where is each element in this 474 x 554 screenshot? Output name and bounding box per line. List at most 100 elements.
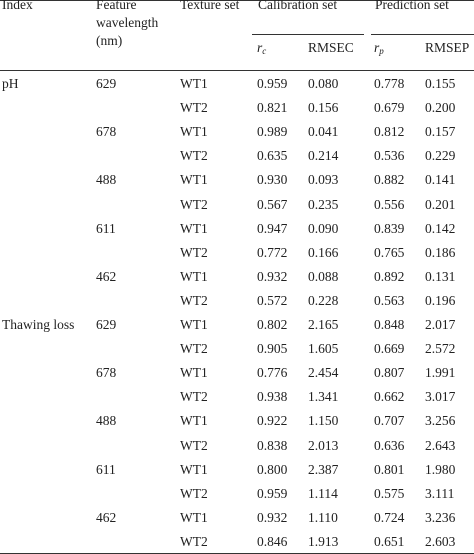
rmsep-cell: 0.201 bbox=[425, 197, 456, 212]
index-cell: pH bbox=[2, 76, 19, 91]
texture-set-cell: WT2 bbox=[180, 341, 208, 356]
rmsec-cell: 0.235 bbox=[308, 197, 339, 212]
rmsec-cell: 2.454 bbox=[308, 365, 339, 380]
rmsep-cell: 3.111 bbox=[425, 486, 455, 501]
rp-cell: 0.563 bbox=[374, 293, 405, 308]
rp-cell: 0.839 bbox=[374, 221, 405, 236]
rp-cell: 0.892 bbox=[374, 269, 405, 284]
wavelength-cell: 611 bbox=[96, 221, 116, 236]
wavelength-cell: 678 bbox=[96, 365, 117, 380]
rmsec-cell: 1.114 bbox=[308, 486, 338, 501]
rmsep-cell: 0.229 bbox=[425, 148, 456, 163]
rc-cell: 0.947 bbox=[257, 221, 288, 236]
rmsec-cell: 1.605 bbox=[308, 341, 339, 356]
rc-cell: 0.635 bbox=[257, 148, 288, 163]
rc-cell: 0.572 bbox=[257, 293, 288, 308]
rc-cell: 0.989 bbox=[257, 124, 288, 139]
header-rmsep: RMSEP bbox=[425, 40, 470, 55]
calibration-set-rule bbox=[252, 34, 364, 35]
rmsec-cell: 0.093 bbox=[308, 172, 339, 187]
texture-set-cell: WT1 bbox=[180, 510, 208, 525]
rc-cell: 0.821 bbox=[257, 100, 288, 115]
rc-cell: 0.905 bbox=[257, 341, 288, 356]
rp-cell: 0.807 bbox=[374, 365, 405, 380]
rp-cell: 0.724 bbox=[374, 510, 405, 525]
header-feature-wavelength-line3: (nm) bbox=[96, 33, 123, 48]
rmsec-cell: 0.041 bbox=[308, 124, 339, 139]
texture-set-cell: WT1 bbox=[180, 365, 208, 380]
rmsec-cell: 0.214 bbox=[308, 148, 339, 163]
texture-set-cell: WT2 bbox=[180, 197, 208, 212]
rp-cell: 0.575 bbox=[374, 486, 405, 501]
rmsep-cell: 3.017 bbox=[425, 389, 456, 404]
rmsep-cell: 0.155 bbox=[425, 76, 456, 91]
rp-cell: 0.679 bbox=[374, 100, 405, 115]
wavelength-cell: 488 bbox=[96, 413, 117, 428]
rmsep-cell: 0.131 bbox=[425, 269, 456, 284]
rmsec-cell: 1.341 bbox=[308, 389, 339, 404]
rc-cell: 0.959 bbox=[257, 486, 288, 501]
rc-cell: 0.802 bbox=[257, 317, 288, 332]
rmsep-cell: 2.572 bbox=[425, 341, 456, 356]
rmsep-cell: 1.991 bbox=[425, 365, 456, 380]
rc-cell: 0.776 bbox=[257, 365, 288, 380]
rp-cell: 0.801 bbox=[374, 462, 405, 477]
rp-cell: 0.636 bbox=[374, 438, 405, 453]
rmsec-cell: 1.110 bbox=[308, 510, 338, 525]
header-rc-base: r bbox=[257, 40, 263, 55]
rmsec-cell: 0.090 bbox=[308, 221, 339, 236]
wavelength-cell: 488 bbox=[96, 172, 117, 187]
rc-cell: 0.932 bbox=[257, 269, 288, 284]
rmsep-cell: 1.980 bbox=[425, 462, 456, 477]
rmsep-cell: 0.157 bbox=[425, 124, 456, 139]
rp-cell: 0.765 bbox=[374, 245, 405, 260]
rc-cell: 0.846 bbox=[257, 534, 288, 549]
rp-cell: 0.669 bbox=[374, 341, 405, 356]
wavelength-cell: 629 bbox=[96, 317, 117, 332]
rmsec-cell: 0.156 bbox=[308, 100, 339, 115]
rp-cell: 0.556 bbox=[374, 197, 405, 212]
rc-cell: 0.959 bbox=[257, 76, 288, 91]
header-feature-wavelength-line2: wavelength bbox=[96, 15, 159, 30]
rmsep-cell: 2.017 bbox=[425, 317, 456, 332]
header-index: Index bbox=[2, 0, 33, 12]
header-rp-base: r bbox=[374, 40, 380, 55]
header-rc-sub: c bbox=[262, 46, 267, 56]
header-rc: rc bbox=[257, 40, 266, 56]
rmsep-cell: 3.256 bbox=[425, 413, 456, 428]
rc-cell: 0.772 bbox=[257, 245, 288, 260]
wavelength-cell: 678 bbox=[96, 124, 117, 139]
rp-cell: 0.662 bbox=[374, 389, 405, 404]
rc-cell: 0.922 bbox=[257, 413, 288, 428]
texture-set-cell: WT1 bbox=[180, 317, 208, 332]
header-rp-sub: p bbox=[379, 46, 384, 56]
texture-set-cell: WT2 bbox=[180, 389, 208, 404]
texture-set-cell: WT2 bbox=[180, 100, 208, 115]
rmsep-cell: 0.141 bbox=[425, 172, 456, 187]
rmsec-cell: 2.013 bbox=[308, 438, 339, 453]
rc-cell: 0.567 bbox=[257, 197, 288, 212]
rc-cell: 0.932 bbox=[257, 510, 288, 525]
header-rmsec: RMSEC bbox=[308, 40, 354, 55]
header-texture-set: Texture set bbox=[180, 0, 240, 12]
rmsec-cell: 2.165 bbox=[308, 317, 339, 332]
rmsep-cell: 0.186 bbox=[425, 245, 456, 260]
rc-cell: 0.930 bbox=[257, 172, 288, 187]
texture-set-cell: WT1 bbox=[180, 462, 208, 477]
rp-cell: 0.536 bbox=[374, 148, 405, 163]
rp-cell: 0.882 bbox=[374, 172, 405, 187]
rmsec-cell: 2.387 bbox=[308, 462, 339, 477]
texture-set-cell: WT2 bbox=[180, 148, 208, 163]
texture-set-cell: WT2 bbox=[180, 534, 208, 549]
texture-set-cell: WT2 bbox=[180, 245, 208, 260]
rmsep-cell: 2.603 bbox=[425, 534, 456, 549]
rc-cell: 0.838 bbox=[257, 438, 288, 453]
header-bottom-rule bbox=[0, 70, 474, 71]
rp-cell: 0.778 bbox=[374, 76, 405, 91]
rp-cell: 0.848 bbox=[374, 317, 405, 332]
rc-cell: 0.938 bbox=[257, 389, 288, 404]
rmsep-cell: 3.236 bbox=[425, 510, 456, 525]
wavelength-cell: 611 bbox=[96, 462, 116, 477]
index-cell: Thawing loss bbox=[2, 317, 75, 332]
rmsec-cell: 1.150 bbox=[308, 413, 339, 428]
